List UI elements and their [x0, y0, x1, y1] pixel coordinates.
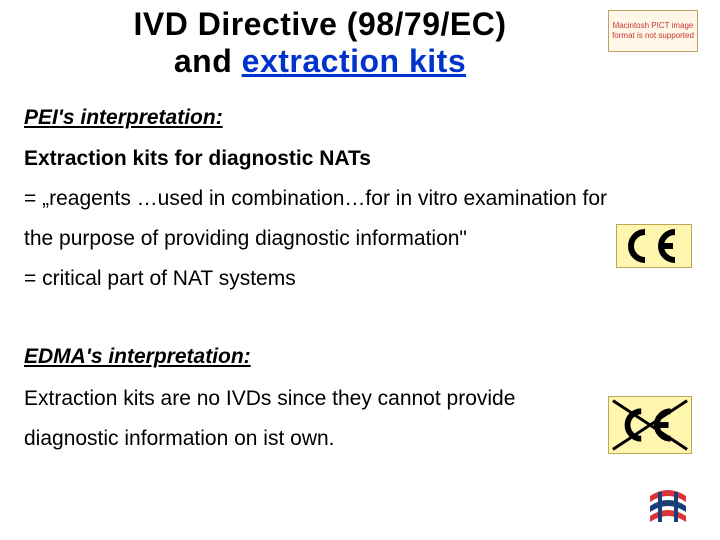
edma-line2: diagnostic information on ist own.: [24, 419, 696, 459]
pei-line3: the purpose of providing diagnostic info…: [24, 219, 696, 259]
title-line1: IVD Directive (98/79/EC): [133, 6, 506, 42]
title-extraction: extraction kits: [242, 43, 466, 79]
pei-logo-icon: [644, 482, 692, 526]
edma-line1: Extraction kits are no IVDs since they c…: [24, 379, 696, 419]
slide-title: IVD Directive (98/79/EC) and extraction …: [64, 6, 576, 80]
pei-heading: PEI's interpretation:: [24, 98, 696, 138]
pei-line4: = critical part of NAT systems: [24, 259, 696, 299]
ce-mark-crossed-box: [608, 396, 692, 454]
pict-placeholder-text: Macintosh PICT image format is not suppo…: [611, 21, 695, 40]
slide-container: IVD Directive (98/79/EC) and extraction …: [0, 0, 720, 540]
ce-mark-icon: [621, 228, 687, 264]
pei-line1: Extraction kits for diagnostic NATs: [24, 139, 696, 179]
ce-mark-box: [616, 224, 692, 268]
body-text: PEI's interpretation: Extraction kits fo…: [24, 98, 696, 459]
edma-heading: EDMA's interpretation:: [24, 337, 696, 377]
pei-line2: = „reagents …used in combination…for in …: [24, 179, 696, 219]
section-gap: [24, 299, 696, 337]
ce-mark-crossed-icon: [609, 396, 691, 454]
title-and: and: [174, 43, 242, 79]
pict-placeholder-icon: Macintosh PICT image format is not suppo…: [608, 10, 698, 52]
